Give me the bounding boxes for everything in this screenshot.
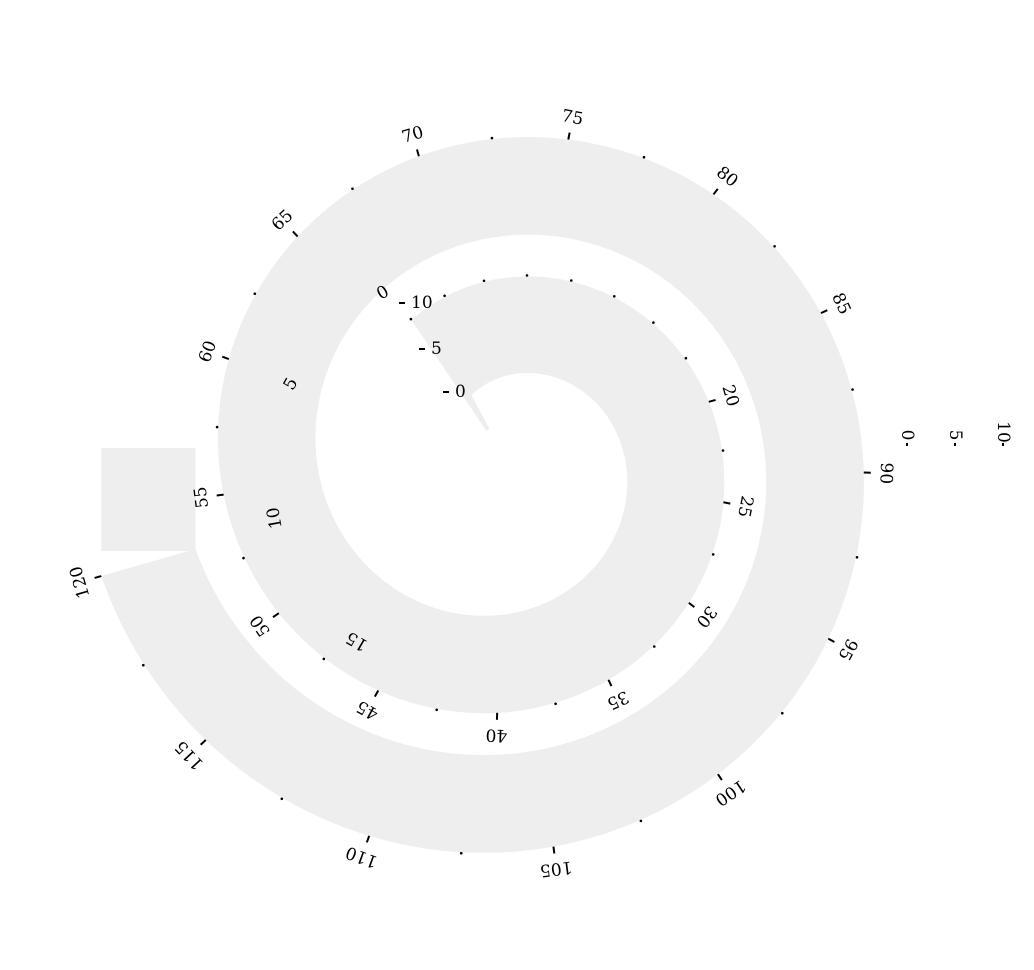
tick-105 [552,846,556,854]
minor-tick [482,279,486,283]
tick-label-105: 105 [539,856,574,880]
minor-tick [351,187,354,190]
tick-label-65: 65 [268,206,297,235]
tick-55 [216,493,224,497]
tick-label-85: 85 [827,290,854,318]
tick-label-45: 45 [353,696,382,724]
inner-sector-label-0: 0 [455,382,466,402]
minor-tick [322,657,326,661]
tick-label-30: 30 [692,602,721,631]
minor-tick [684,356,688,360]
minor-tick [443,294,446,298]
inner-sector-label-10: 10 [411,293,433,313]
tick-85 [820,309,828,315]
inner-start-sector [410,309,490,431]
tick-120 [94,575,102,579]
tick-30 [688,602,695,608]
minor-tick [554,702,557,706]
minor-tick [280,797,284,801]
tick-80 [712,188,719,196]
spiral-track-band [101,137,864,853]
tick-100 [717,773,723,781]
minor-tick [773,245,776,248]
tick-label-60: 60 [195,338,221,365]
tick-25 [723,501,731,505]
tick-label-75: 75 [560,106,585,130]
end-sector-label-10: 10 [993,421,1013,443]
end-sector-label-0: 0 [897,430,917,441]
minor-tick [639,819,643,823]
tick-label-120: 120 [66,564,94,601]
tick-95 [827,637,835,643]
tick-115 [199,739,207,746]
tick-60 [221,355,230,361]
tick-label-95: 95 [834,635,862,664]
tick-label-25: 25 [733,494,757,519]
tick-label-20: 20 [717,383,742,409]
tick-label-70: 70 [400,123,426,148]
minor-tick [642,155,646,159]
tick-70 [416,149,420,157]
tick-label-100: 100 [711,775,749,810]
tick-50 [272,612,280,618]
minor-tick [711,553,715,556]
minor-tick [570,279,573,282]
tick-75 [567,132,571,140]
end-sector-band [101,448,196,551]
minor-tick [409,317,413,321]
tick-label-90: 90 [875,462,896,484]
minor-tick [613,295,616,298]
minor-tick [653,645,656,648]
tick-label-40: 40 [485,724,507,745]
minor-tick [652,321,655,324]
minor-tick [435,708,439,712]
inner-track-label-0: 0 [373,282,392,305]
tick-35 [607,679,613,687]
tick-label-35: 35 [604,686,632,713]
minor-tick [142,663,145,667]
tick-65 [292,230,299,238]
tick-label-80: 80 [712,163,741,192]
inner-sector-label-5: 5 [431,339,442,359]
tick-label-50: 50 [246,611,275,640]
tick-label-55: 55 [191,485,213,509]
spiral-bands [101,137,864,853]
minor-tick [851,388,854,391]
tick-marks [94,132,1004,855]
minor-tick [721,449,725,452]
end-sector-label-5: 5 [945,430,965,441]
minor-tick [459,851,463,855]
minor-tick [253,292,257,296]
tick-label-110: 110 [343,842,380,872]
minor-tick [242,556,245,560]
minor-tick [215,425,219,429]
tick-110 [365,835,371,843]
minor-tick [781,711,784,715]
minor-tick [525,274,529,277]
tick-45 [373,689,380,698]
minor-tick [855,556,859,559]
tick-20 [708,398,716,403]
inner-track-label-10: 10 [263,506,286,531]
minor-tick [490,136,494,140]
